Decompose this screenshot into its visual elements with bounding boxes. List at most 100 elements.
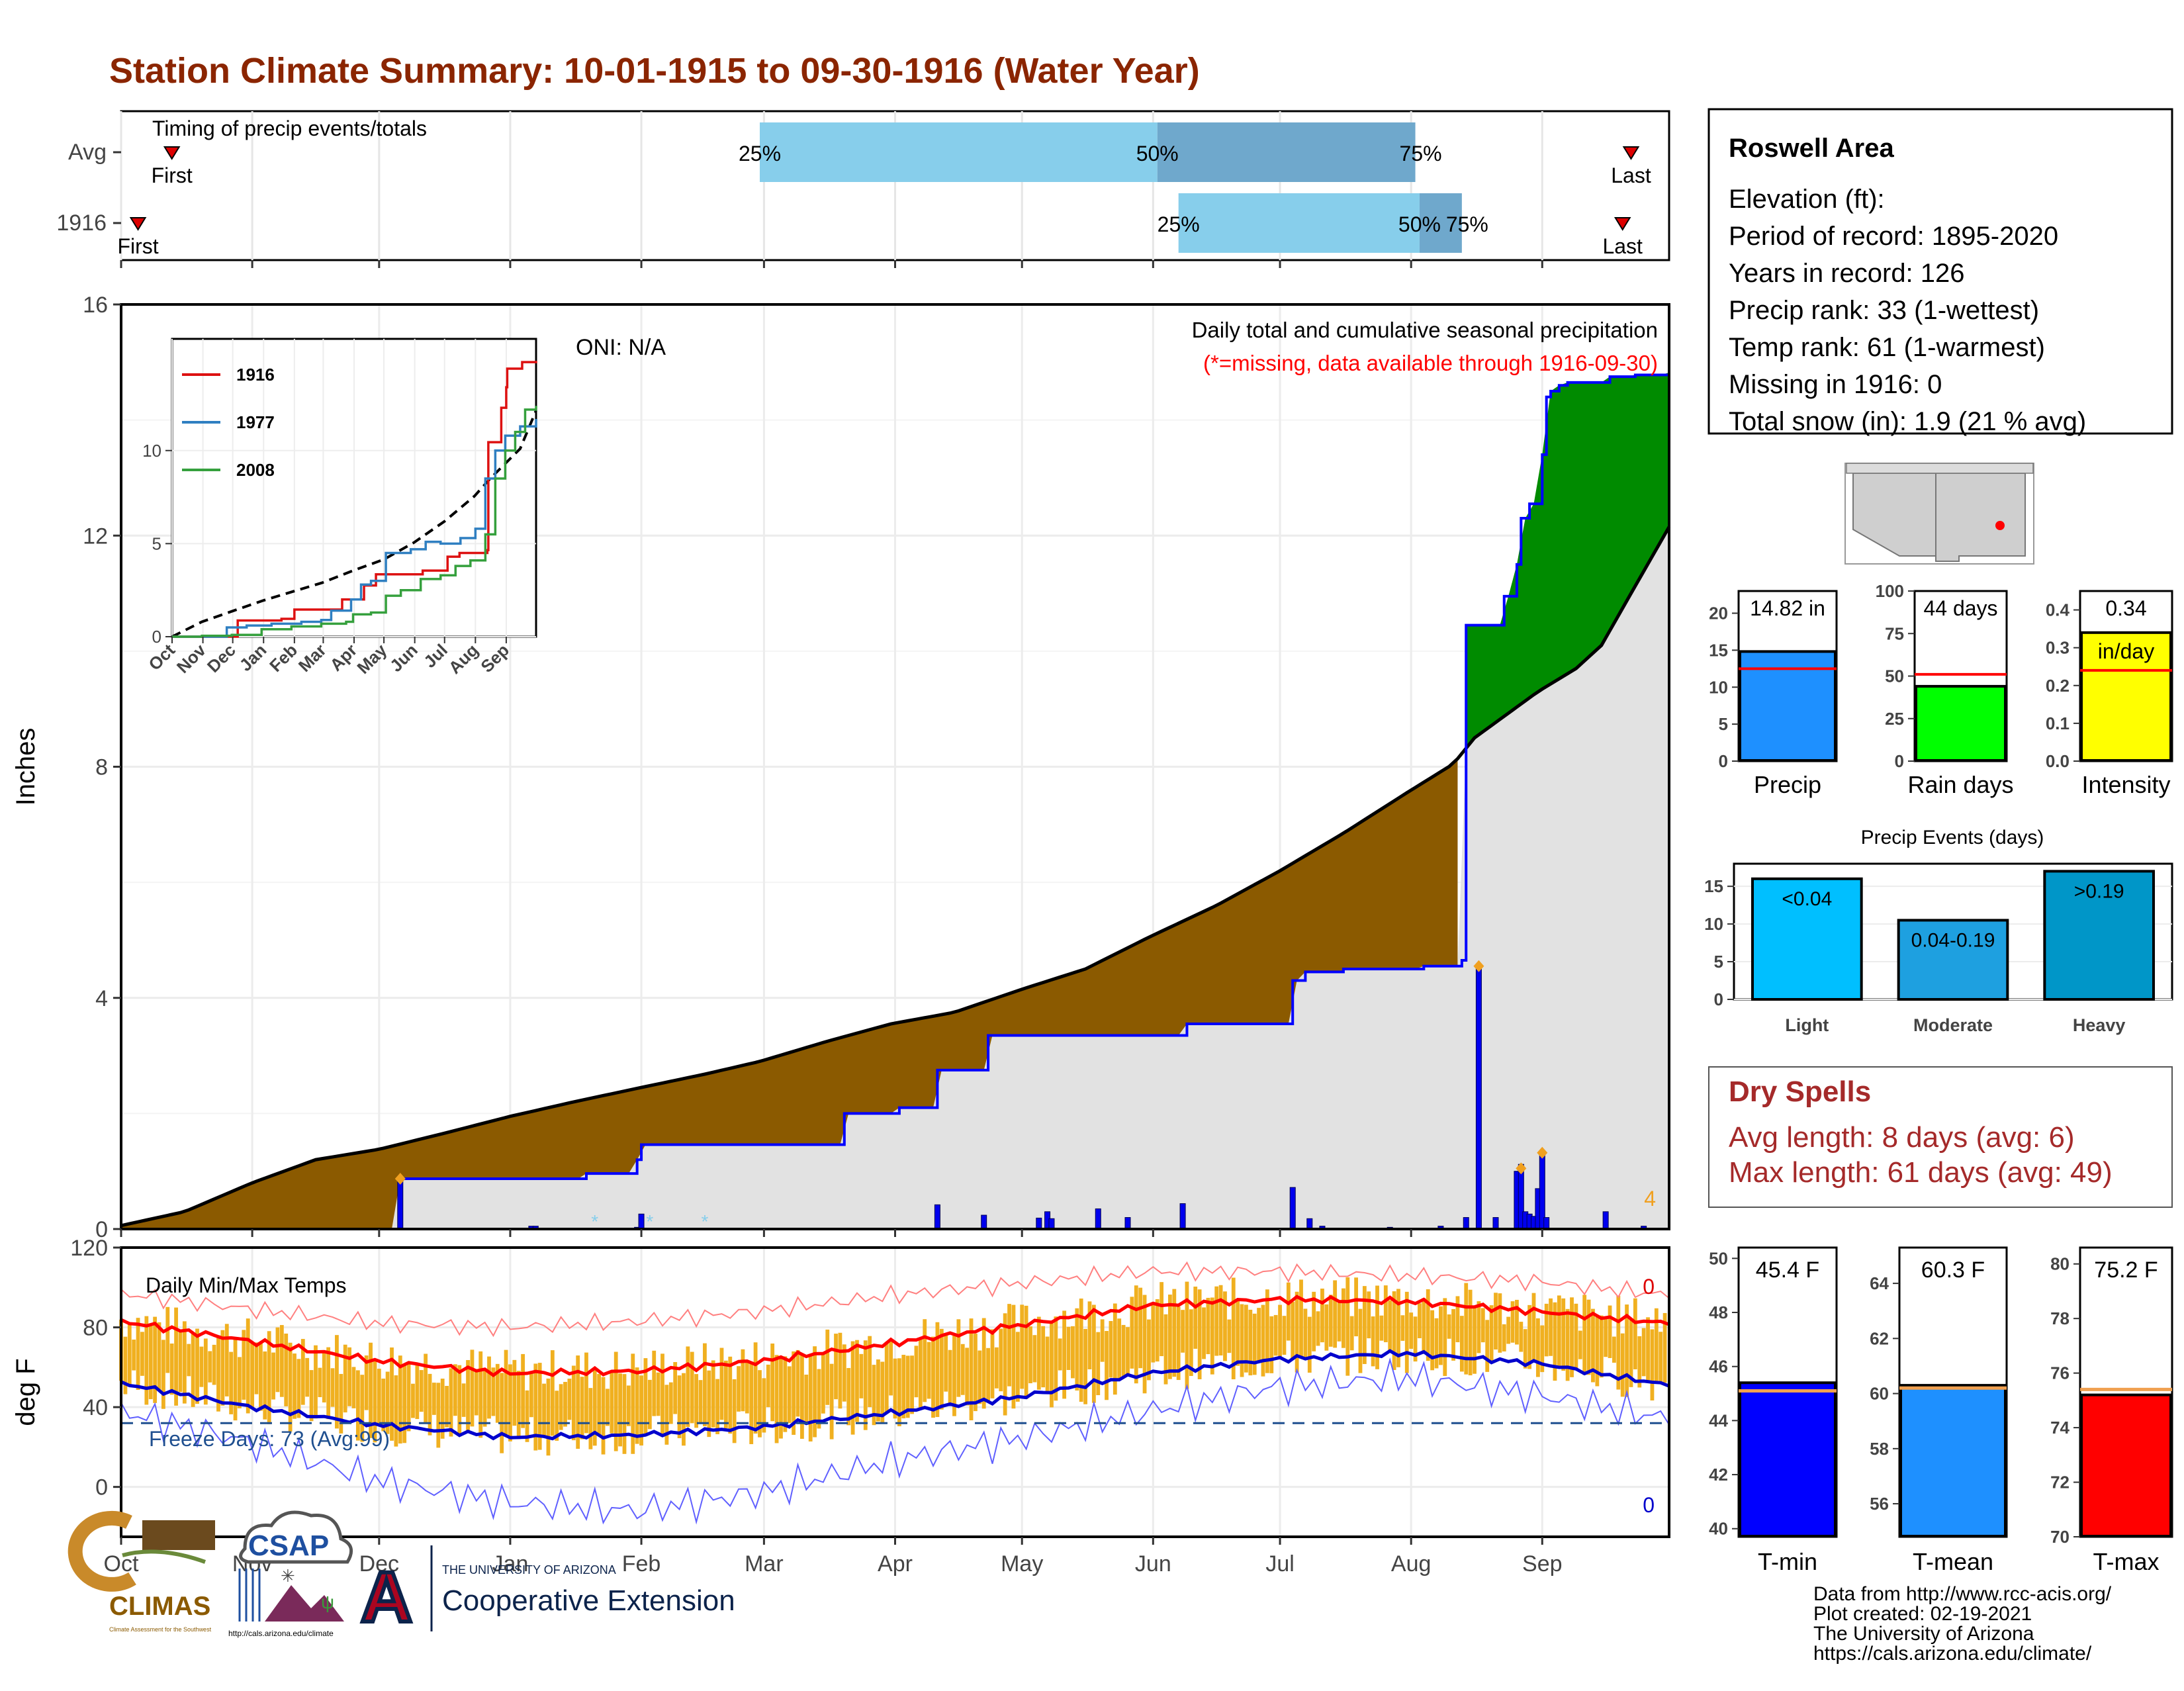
temp-daily-bar xyxy=(174,1307,178,1406)
temp-daily-bar xyxy=(1206,1297,1210,1355)
climas-wordmark: CLIMAS xyxy=(109,1592,210,1621)
temp-daily-bar xyxy=(855,1340,859,1422)
precip-daily-bar xyxy=(1475,966,1482,1230)
temp-daily-bar xyxy=(279,1325,284,1397)
csap-snow-glyph: ✳ xyxy=(281,1566,295,1586)
temp-daily-bar xyxy=(224,1324,229,1396)
figure-title: Station Climate Summary: 10-01-1915 to 0… xyxy=(109,51,1200,91)
temp-daily-bar xyxy=(343,1344,347,1413)
csap-rain-lines xyxy=(238,1569,261,1622)
temp-daily-bar xyxy=(1218,1285,1223,1356)
footer-line-university: The University of Arizona xyxy=(1813,1623,2034,1645)
temp-daily-bar xyxy=(474,1369,478,1416)
dry-spells-max-line: Max length: 61 days (avg: 49) xyxy=(1729,1156,2113,1189)
summary-y-tick-label: 50 xyxy=(1885,666,1904,686)
temp-daily-bar xyxy=(1459,1316,1464,1372)
temp-daily-bar xyxy=(1333,1280,1338,1348)
temp-daily-bar xyxy=(1147,1319,1151,1381)
footer-line-data: Data from http://www.rcc-acis.org/ xyxy=(1813,1583,2112,1605)
temp-daily-bar xyxy=(999,1328,1003,1392)
precip-daily-bar xyxy=(1463,1217,1469,1230)
temp-daily-bar xyxy=(326,1347,331,1420)
temp-daily-bar xyxy=(753,1342,758,1434)
summary-y-tick-label: 15 xyxy=(1709,640,1728,660)
temp-daily-bar xyxy=(732,1379,737,1443)
temp-daily-bar xyxy=(144,1316,149,1405)
temp-daily-bar xyxy=(546,1378,551,1456)
temp-daily-bar xyxy=(1498,1293,1502,1353)
temp-daily-bar xyxy=(1020,1304,1024,1389)
temp-daily-bar xyxy=(1434,1318,1439,1369)
summary-y-tick-label: 56 xyxy=(1870,1494,1889,1514)
temp-daily-bar xyxy=(411,1383,415,1418)
temp-daily-bar xyxy=(1371,1316,1375,1367)
temp-daily-bar xyxy=(825,1329,830,1405)
temp-daily-bar xyxy=(1354,1277,1358,1337)
precip-y-axis-label: Inches xyxy=(11,728,40,806)
footer-line-url: https://cals.arizona.edu/climate/ xyxy=(1813,1643,2092,1665)
temp-daily-bar xyxy=(504,1349,508,1435)
temp-daily-bar xyxy=(897,1358,901,1427)
temp-daily-bar xyxy=(1176,1306,1181,1381)
summary-category-label: Precip xyxy=(1754,771,1821,798)
temp-daily-bar xyxy=(415,1364,420,1420)
temp-daily-bar xyxy=(571,1365,576,1441)
temp-daily-bar xyxy=(664,1385,669,1445)
temp-y-axis-label: deg F xyxy=(11,1358,40,1426)
inset-legend-label-1977: 1977 xyxy=(236,412,275,432)
temp-daily-bar xyxy=(529,1372,533,1418)
temp-daily-bar xyxy=(1392,1291,1396,1370)
temp-daily-bar xyxy=(994,1347,999,1389)
temp-daily-bar xyxy=(271,1352,275,1400)
temp-daily-bar xyxy=(901,1355,906,1419)
summary-y-tick-label: 76 xyxy=(2050,1363,2070,1383)
summary-y-tick-label: 46 xyxy=(1709,1357,1728,1377)
summary-value-label: 45.4 F xyxy=(1756,1257,1819,1283)
summary-bar-T-min xyxy=(1739,1381,1837,1537)
temp-y-tick-label: 80 xyxy=(83,1316,108,1341)
summary-y-tick-label: 58 xyxy=(1870,1439,1889,1459)
events-bar-Moderate xyxy=(1897,919,2009,1001)
temp-daily-bar xyxy=(935,1322,940,1418)
temp-daily-bar xyxy=(537,1363,542,1450)
events-y-tick-label: 0 xyxy=(1714,989,1723,1009)
summary-y-tick-label: 64 xyxy=(1870,1273,1889,1293)
temp-daily-bar xyxy=(1345,1277,1350,1376)
month-tick-label: Mar xyxy=(745,1551,784,1577)
temp-daily-bar xyxy=(1197,1289,1202,1379)
temp-daily-bar xyxy=(1134,1285,1138,1384)
summary-category-label: T-max xyxy=(2093,1548,2159,1575)
precip-avg-cumulative-line xyxy=(120,526,1671,1228)
temp-daily-bar xyxy=(1578,1330,1582,1359)
timing-p25-label: 25% xyxy=(1158,212,1200,236)
inset-y-tick-label: 10 xyxy=(142,441,161,461)
temp-daily-bar xyxy=(1113,1303,1117,1395)
month-tick-label: Sep xyxy=(1522,1551,1563,1577)
temp-daily-bar xyxy=(694,1374,699,1428)
summary-y-tick-label: 80 xyxy=(2050,1254,2070,1274)
temp-daily-bar xyxy=(1650,1329,1655,1401)
temp-daily-bar xyxy=(1480,1308,1485,1343)
precip-daily-bar xyxy=(1289,1187,1296,1230)
university-of-arizona-logo: A THE UNIVERSITY OF ARIZONA Cooperative … xyxy=(359,1545,735,1639)
temp-daily-bar xyxy=(737,1366,741,1412)
temp-daily-bar xyxy=(1654,1308,1659,1384)
temp-daily-bar xyxy=(1404,1291,1409,1373)
temp-daily-bar xyxy=(1231,1277,1236,1380)
temp-daily-bar xyxy=(1083,1328,1087,1404)
temp-daily-bar xyxy=(1510,1301,1515,1343)
temp-daily-bar xyxy=(1367,1291,1371,1339)
summary-y-tick-label: 44 xyxy=(1709,1410,1728,1430)
temp-daily-bar xyxy=(1574,1303,1578,1369)
temp-daily-bar xyxy=(1515,1299,1519,1345)
temp-daily-bar xyxy=(1426,1289,1430,1361)
temp-daily-bar xyxy=(440,1379,445,1439)
temp-daily-bar xyxy=(1523,1329,1527,1369)
temp-daily-bar xyxy=(385,1371,390,1434)
temp-daily-bar xyxy=(682,1373,686,1446)
temp-daily-bar xyxy=(436,1383,441,1448)
temp-daily-bar xyxy=(1193,1286,1198,1349)
temp-daily-bar xyxy=(351,1367,356,1408)
temp-daily-bar xyxy=(508,1364,512,1441)
